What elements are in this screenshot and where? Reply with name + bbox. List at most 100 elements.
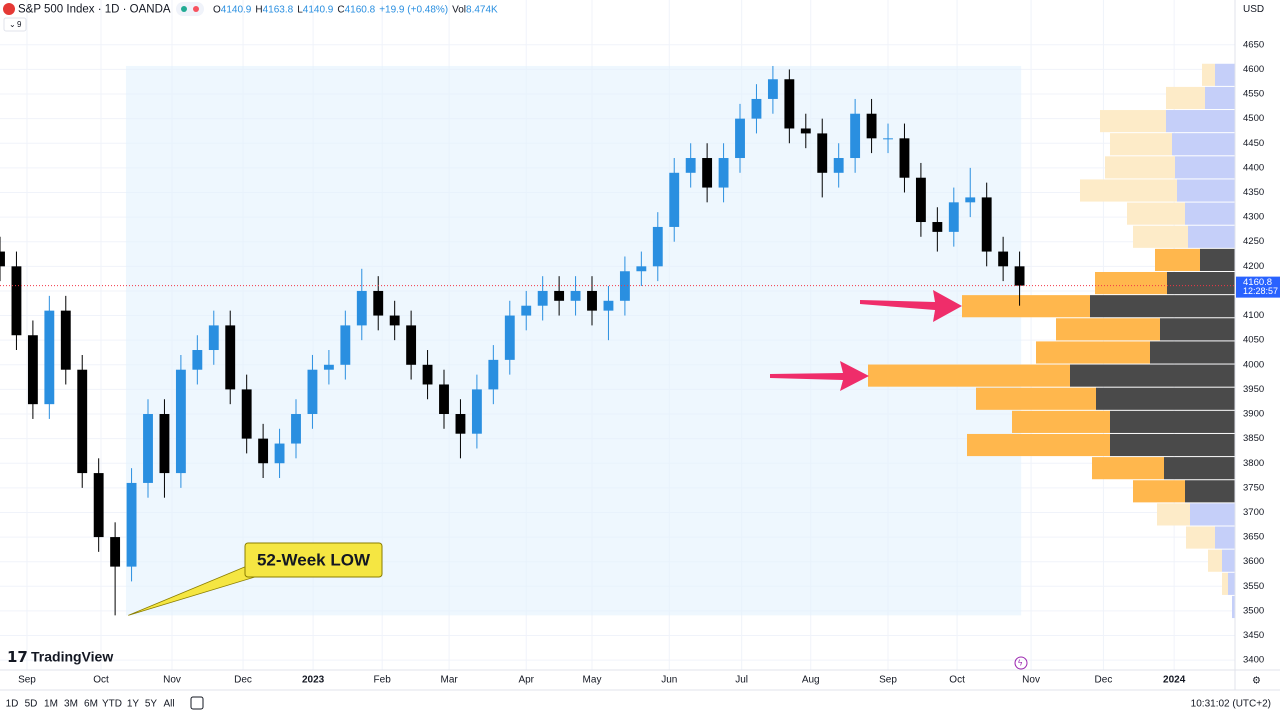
y-tick-label: 4500 [1243,113,1264,124]
symbol-title[interactable]: S&P 500 Index · 1D · OANDA [18,4,171,16]
range-button[interactable]: 3M [64,699,78,710]
profile-up [1215,63,1235,86]
x-tick-label: May [583,675,602,686]
profile-down [962,295,1090,318]
y-tick-label: 3700 [1243,507,1264,518]
range-box [125,65,1022,616]
profile-up [1222,549,1235,572]
x-tick-label: 2024 [1163,675,1186,686]
candle-body [751,98,762,119]
profile-up [1185,202,1235,225]
x-tick-label: Oct [949,675,965,686]
profile-up [1167,271,1235,295]
status-pill[interactable] [176,2,204,16]
plot-area: 52-Week LOW [0,0,1235,670]
profile-down [1080,179,1177,202]
candle-body [192,350,203,370]
profile-down [1202,63,1215,86]
callout-text: 52-Week LOW [257,550,371,569]
range-button[interactable]: 5D [25,699,38,710]
x-tick-label: Apr [518,675,534,686]
profile-down [868,364,1070,387]
candle-body [208,325,219,351]
candle-body [471,389,482,434]
candle-body [735,118,745,159]
candle-body [784,79,795,129]
status-dot [193,6,199,12]
profile-up [1228,572,1235,595]
profile-down [1100,110,1166,133]
candle-body [981,197,992,252]
arrow [770,290,962,391]
arrow-shape [770,361,869,391]
range-button[interactable]: 1D [6,699,19,710]
candle-body [488,359,499,390]
range-button[interactable]: YTD [102,699,122,710]
axis-settings-icon[interactable]: ⚙ [1252,676,1261,687]
profile-down [1095,271,1167,295]
y-tick-label: 3900 [1243,409,1264,420]
currency[interactable]: USD [1243,4,1264,15]
profile-up [1175,156,1235,179]
range-button[interactable]: 1Y [127,699,140,710]
candle-body [93,473,104,538]
range-button[interactable]: 1M [44,699,58,710]
brand-name: TradingView [31,649,113,665]
brand-logo: 𝟭𝟳 [7,649,28,666]
date-range-icon[interactable] [190,696,204,710]
profile-up [1172,133,1235,156]
y-tick-label: 3550 [1243,581,1264,592]
candle-body [998,251,1009,267]
candle-body [932,222,943,232]
ohlc-key: H [255,4,262,15]
candle-body [258,438,269,464]
candle-body [11,266,22,336]
last-price-label: 4160.8 [1243,277,1272,288]
candle-body [307,369,318,415]
range-buttons: 1D 5D 1M 3M 6M YTD 1Y 5Y All [6,699,175,710]
indicator-arrow: ⌄ [9,20,16,29]
events-icon[interactable] [1014,656,1028,670]
candle-body [422,364,433,385]
y-tick-label: 3850 [1243,433,1264,444]
profile-down [1127,202,1185,225]
profile-down [1012,410,1110,433]
profile-down [1186,526,1215,549]
range-button[interactable]: 6M [84,699,98,710]
profile-down [976,387,1096,410]
profile-up [1164,457,1235,480]
candle-body [291,414,301,444]
candle-body [175,369,186,474]
candle-body [225,325,236,390]
y-tick-label: 3400 [1243,655,1264,666]
clock[interactable]: 10:31:02 (UTC+2) [1191,699,1271,710]
candle-body [537,290,548,306]
x-tick-label: Sep [879,675,897,686]
candle-body [850,113,861,159]
profile-down [1133,225,1188,248]
volume-key: Vol [452,4,466,15]
candle-body [1014,266,1025,286]
y-tick-label: 3600 [1243,556,1264,567]
range-button[interactable]: 5Y [145,699,158,710]
y-tick-label: 4000 [1243,359,1264,370]
indicator-toggle[interactable] [3,17,27,32]
candle-body [373,290,384,316]
candle-body [948,202,959,232]
candle-body [899,138,910,178]
ohlc-value: 4163.8 [263,4,294,15]
profile-up [1205,86,1235,110]
arrow-shape [860,290,962,322]
profile-up [1070,364,1235,387]
ohlc-value: 4160.8 [345,4,376,15]
y-tick-label: 4050 [1243,335,1264,346]
x-tick-label: Dec [1095,675,1113,686]
candle-body [143,414,153,483]
y-tick-label: 4450 [1243,138,1264,149]
profile-up [1110,433,1235,457]
profile-up [1215,526,1235,549]
range-button[interactable]: All [163,699,174,710]
candle-body [603,300,614,311]
candle-body [800,128,811,134]
profile-down [1092,457,1164,480]
